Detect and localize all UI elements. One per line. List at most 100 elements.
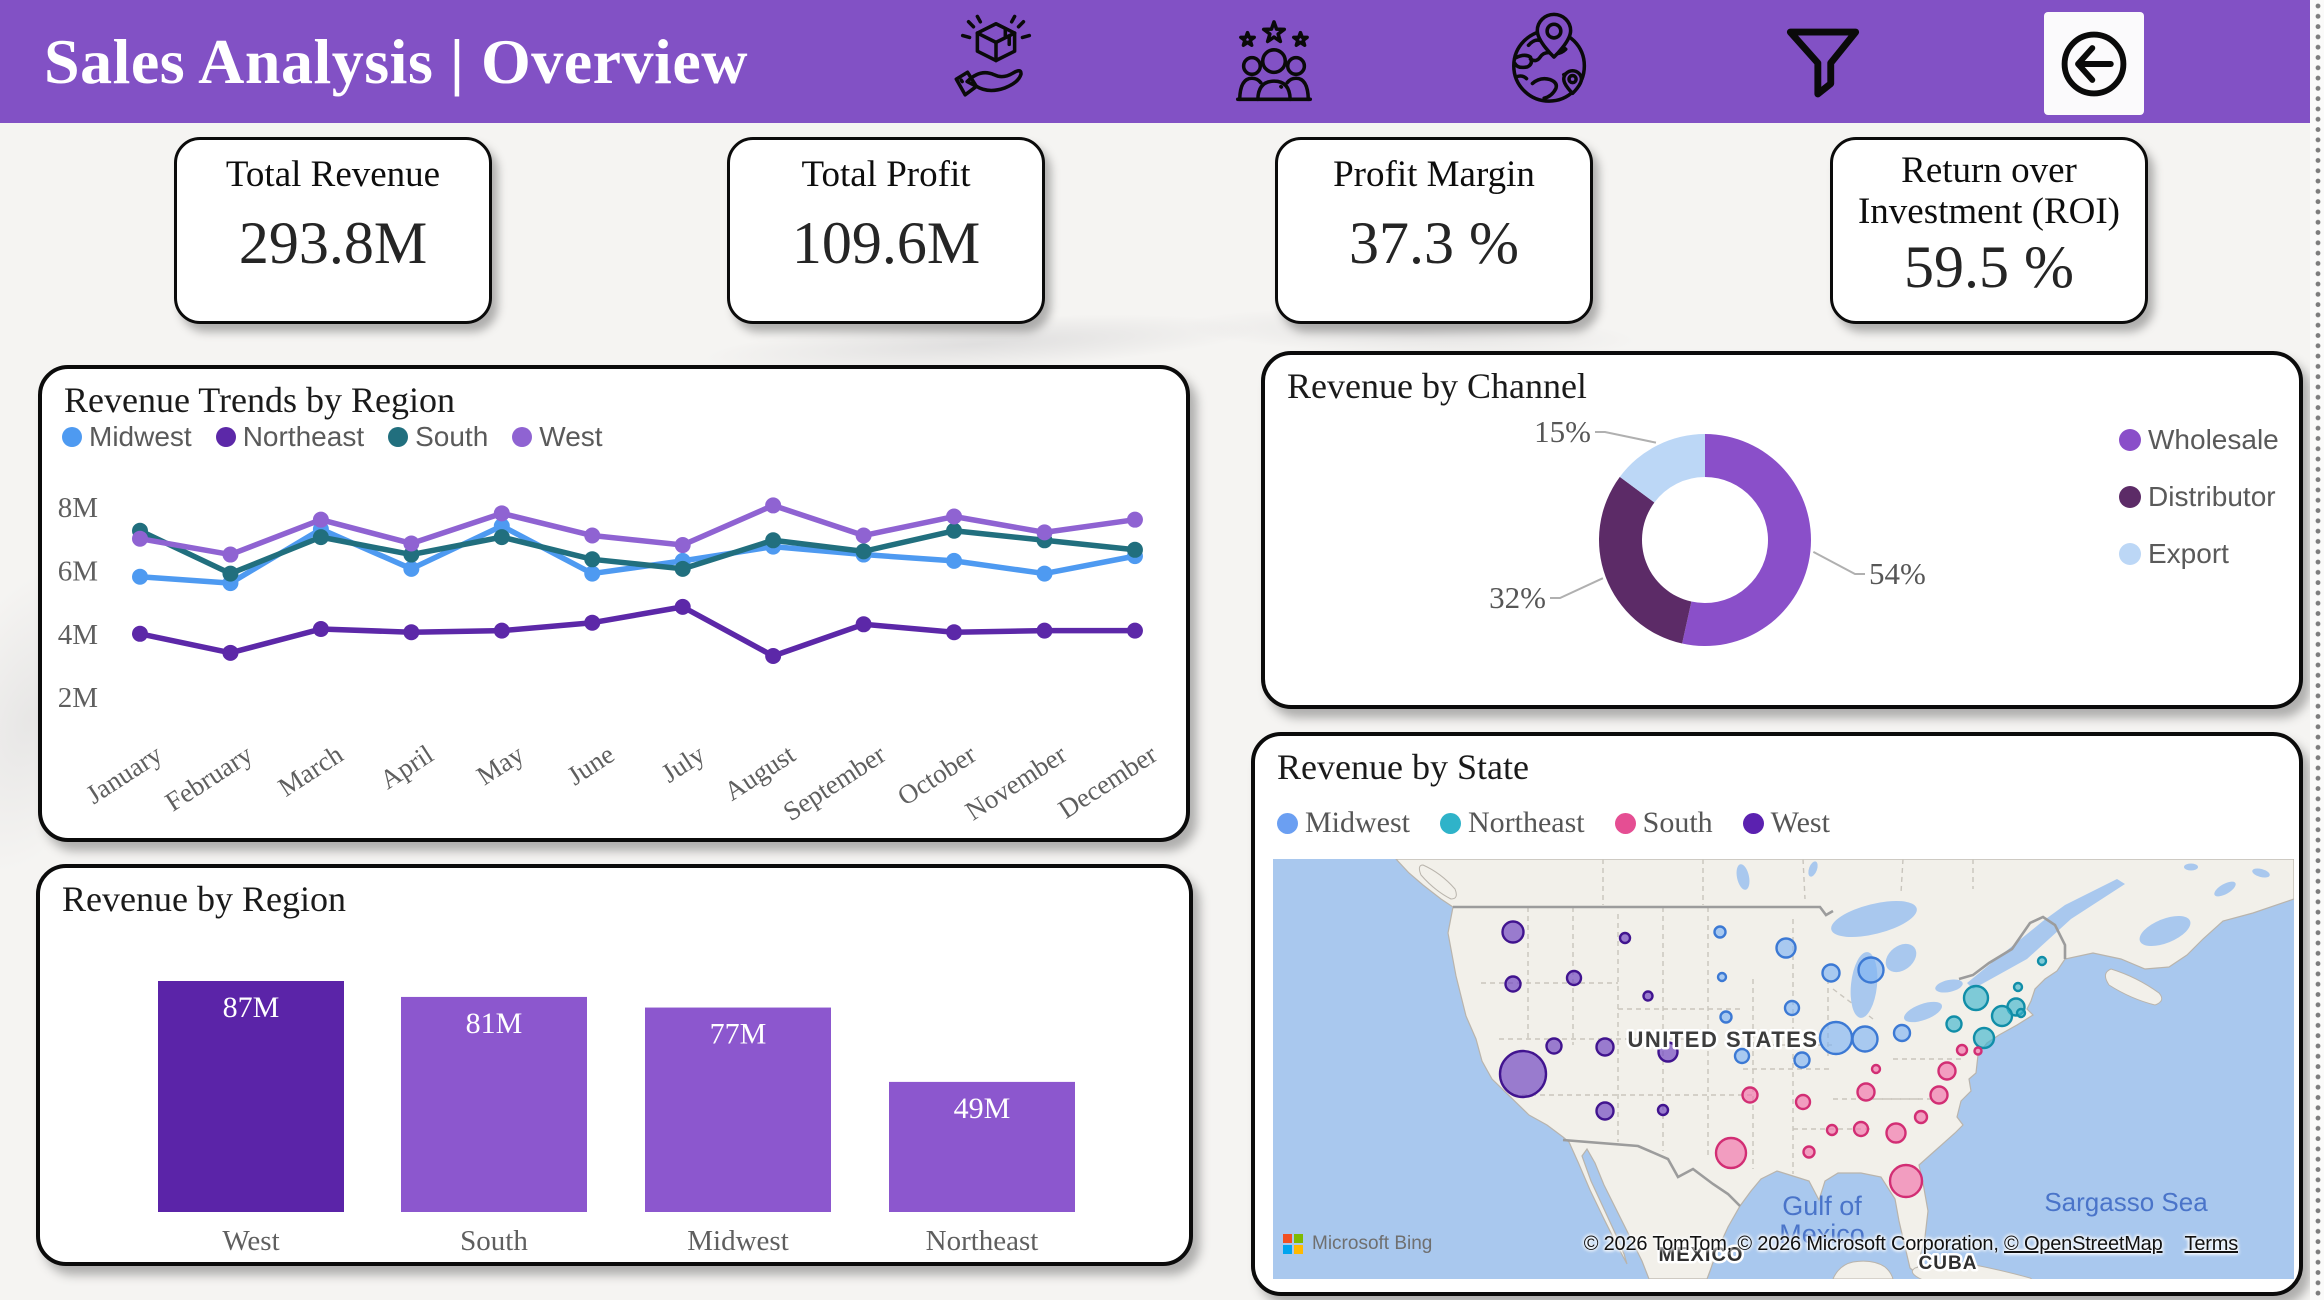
global-locations-icon[interactable]: [1503, 10, 1601, 108]
map-bubble-west[interactable]: [1565, 969, 1583, 987]
map-bubble-west[interactable]: [1656, 1103, 1670, 1117]
donut-slice-export[interactable]: [1619, 434, 1705, 503]
map-bubble-south[interactable]: [1955, 1043, 1969, 1057]
data-point-northeast-june[interactable]: [584, 614, 601, 631]
data-point-northeast-november[interactable]: [1036, 622, 1053, 639]
line-series-midwest[interactable]: [137, 523, 1138, 586]
map-bubble-northeast[interactable]: [2012, 981, 2024, 993]
map-bubble-south[interactable]: [1825, 1123, 1839, 1137]
data-point-south-september[interactable]: [855, 543, 872, 560]
map-bubble-midwest[interactable]: [1793, 1051, 1811, 1069]
map-bubble-west[interactable]: [1545, 1037, 1563, 1055]
map-bubble-south[interactable]: [1973, 1046, 1983, 1056]
legend-item-export[interactable]: Export: [2119, 538, 2279, 570]
data-point-northeast-december[interactable]: [1126, 622, 1143, 639]
map-bubble-south[interactable]: [1852, 1120, 1870, 1138]
bar-south[interactable]: [401, 996, 587, 1212]
product-handoff-icon[interactable]: [947, 12, 1045, 110]
bar-midwest[interactable]: [645, 1007, 831, 1212]
data-point-south-february[interactable]: [222, 565, 239, 582]
data-point-west-august[interactable]: [765, 497, 782, 514]
openstreetmap-link[interactable]: © OpenStreetMap: [2004, 1233, 2163, 1255]
map-bubble-south[interactable]: [1913, 1109, 1929, 1125]
data-point-south-march[interactable]: [312, 529, 329, 546]
data-point-west-september[interactable]: [855, 527, 872, 544]
map-bubble-northeast[interactable]: [1962, 984, 1990, 1012]
data-point-midwest-november[interactable]: [1036, 565, 1053, 582]
map-bubble-west[interactable]: [1501, 920, 1525, 944]
line-series-northeast[interactable]: [137, 604, 1138, 659]
data-point-northeast-january[interactable]: [132, 625, 148, 642]
map-bubble-west[interactable]: [1618, 931, 1632, 945]
data-point-northeast-september[interactable]: [855, 616, 872, 633]
map-bubble-south[interactable]: [1714, 1136, 1748, 1170]
data-point-west-october[interactable]: [946, 508, 963, 525]
legend-item-northeast[interactable]: Northeast: [215, 421, 364, 453]
data-point-south-july[interactable]: [674, 560, 691, 577]
legend-item-northeast[interactable]: Northeast: [1440, 806, 1585, 840]
data-point-midwest-may[interactable]: [493, 518, 510, 535]
bing-map[interactable]: UNITED STATES Gulf of Mexico Sargasso Sea ME…: [1273, 859, 2294, 1279]
map-bubble-midwest[interactable]: [1719, 1010, 1733, 1024]
data-point-midwest-april[interactable]: [403, 560, 420, 577]
data-point-west-april[interactable]: [403, 535, 420, 552]
data-point-northeast-february[interactable]: [222, 644, 239, 661]
map-bubble-midwest[interactable]: [1857, 956, 1885, 984]
data-point-northeast-may[interactable]: [493, 622, 510, 639]
customer-rating-icon[interactable]: [1225, 16, 1323, 114]
legend-item-distributor[interactable]: Distributor: [2119, 481, 2279, 513]
data-point-midwest-june[interactable]: [584, 565, 601, 582]
canvas-edge-gripper[interactable]: [2310, 0, 2324, 1300]
legend-item-west[interactable]: West: [1742, 806, 1830, 840]
legend-item-midwest[interactable]: Midwest: [1277, 806, 1410, 840]
map-bubble-midwest[interactable]: [1733, 1047, 1751, 1065]
data-point-midwest-january[interactable]: [132, 568, 148, 585]
filter-icon[interactable]: [1780, 20, 1866, 106]
data-point-south-april[interactable]: [403, 546, 420, 563]
bar-west[interactable]: [158, 981, 344, 1212]
legend-item-wholesale[interactable]: Wholesale: [2119, 424, 2279, 456]
data-point-west-july[interactable]: [674, 537, 691, 554]
data-point-northeast-march[interactable]: [312, 621, 329, 638]
data-point-northeast-august[interactable]: [765, 647, 782, 664]
map-bubble-midwest[interactable]: [1716, 971, 1728, 983]
map-bubble-northeast[interactable]: [2036, 955, 2048, 967]
bar-northeast[interactable]: [889, 1081, 1075, 1212]
map-bubble-south[interactable]: [1870, 1063, 1882, 1075]
map-bubble-south[interactable]: [1802, 1145, 1816, 1159]
map-bubble-south[interactable]: [1929, 1085, 1949, 1105]
data-point-northeast-april[interactable]: [403, 624, 420, 641]
map-bubble-northeast[interactable]: [1972, 1026, 1996, 1050]
data-point-south-may[interactable]: [493, 529, 510, 546]
map-bubble-midwest[interactable]: [1783, 999, 1801, 1017]
data-point-northeast-july[interactable]: [674, 598, 691, 615]
data-point-south-december[interactable]: [1126, 541, 1143, 558]
data-point-west-december[interactable]: [1126, 511, 1143, 528]
legend-item-west[interactable]: West: [512, 421, 603, 453]
data-point-west-may[interactable]: [493, 505, 510, 522]
data-point-south-august[interactable]: [765, 532, 782, 549]
data-point-midwest-october[interactable]: [946, 552, 963, 569]
legend-item-south[interactable]: South: [1614, 806, 1713, 840]
map-bubble-west[interactable]: [1657, 1041, 1679, 1063]
map-bubble-midwest[interactable]: [1892, 1023, 1912, 1043]
map-bubble-south[interactable]: [1794, 1093, 1812, 1111]
map-bubble-west[interactable]: [1504, 975, 1522, 993]
back-button[interactable]: [2044, 12, 2144, 115]
map-bubble-south[interactable]: [1888, 1163, 1924, 1199]
map-bubble-south[interactable]: [1856, 1082, 1876, 1102]
data-point-west-june[interactable]: [584, 527, 601, 544]
terms-link[interactable]: Terms: [2184, 1233, 2239, 1255]
map-bubble-south[interactable]: [1885, 1122, 1907, 1144]
donut-slice-wholesale[interactable]: [1682, 434, 1811, 646]
data-point-south-october[interactable]: [946, 522, 963, 539]
map-bubble-south[interactable]: [1937, 1061, 1957, 1081]
map-bubble-midwest[interactable]: [1851, 1025, 1879, 1053]
legend-item-south[interactable]: South: [388, 421, 488, 453]
data-point-south-june[interactable]: [584, 551, 601, 568]
legend-item-midwest[interactable]: Midwest: [62, 421, 192, 453]
map-bubble-west[interactable]: [1595, 1037, 1615, 1057]
map-bubble-west[interactable]: [1498, 1049, 1548, 1099]
data-point-west-november[interactable]: [1036, 524, 1053, 541]
donut-slice-distributor[interactable]: [1599, 476, 1692, 644]
